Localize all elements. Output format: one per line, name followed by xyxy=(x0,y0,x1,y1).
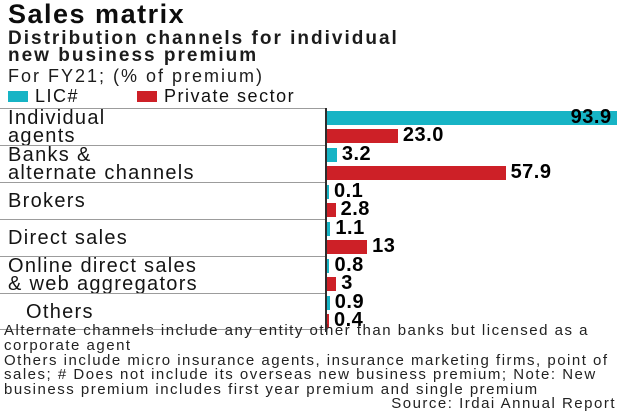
source-credit: Source: Irdai Annual Report xyxy=(385,396,616,412)
value-label: 2.8 xyxy=(340,198,370,220)
bar-lic xyxy=(327,295,330,310)
bar-private xyxy=(327,165,506,180)
bar-group: 0.1 2.8 xyxy=(327,180,620,220)
category-label: Online direct sales & web aggregators xyxy=(0,256,327,294)
legend-label-lic: LIC# xyxy=(35,86,80,106)
subtitle-line-2: new business premium xyxy=(8,44,259,66)
bar-group: 0.9 0.4 xyxy=(327,291,620,331)
value-label: 0.9 xyxy=(334,291,365,313)
footnote-alternate-channels: Alternate channels include any entity ot… xyxy=(4,322,589,354)
bar-group: 1.1 13 xyxy=(327,217,620,257)
value-label: 13 xyxy=(372,235,396,257)
chart-row: Individual agents 93.9 23.0 xyxy=(0,106,620,146)
header: Sales matrix Distribution channels for i… xyxy=(0,0,620,107)
page-title: Sales matrix xyxy=(8,0,186,29)
legend-item-private: Private sector xyxy=(137,86,295,107)
bar-lic xyxy=(327,221,331,236)
bar-group: 3.2 57.9 xyxy=(327,143,620,183)
chart-row: Banks & alternate channels 3.2 57.9 xyxy=(0,143,620,183)
bar-chart: Individual agents 93.9 23.0 Banks & alternate… xyxy=(0,106,620,332)
chart-subtitle: Distribution channels for individual new… xyxy=(8,28,612,66)
chart-row: Others 0.9 0.4 xyxy=(0,291,620,331)
y-axis-line xyxy=(325,108,327,332)
chart-row: Online direct sales & web aggregators 0.8 3 xyxy=(0,254,620,294)
legend-label-private: Private sector xyxy=(164,86,296,106)
value-label: 0.4 xyxy=(334,309,364,331)
category-label: Brokers xyxy=(0,182,327,219)
subtitle-line-1: Distribution channels for individual xyxy=(8,28,399,49)
period-caption: For FY21; (% of premium) xyxy=(8,66,265,86)
category-label: Banks & alternate channels xyxy=(0,145,327,183)
bar-group: 93.9 23.0 xyxy=(327,106,620,146)
category-label: Individual agents xyxy=(0,108,327,146)
value-label: 3 xyxy=(341,272,353,294)
bar-private xyxy=(327,128,398,143)
value-label: 23.0 xyxy=(402,124,444,146)
value-label: 0.8 xyxy=(334,254,364,276)
bar-lic xyxy=(327,147,337,162)
legend-swatch-private-icon xyxy=(137,91,158,102)
footnote-others: Others include micro insurance agents, i… xyxy=(4,351,609,399)
value-label: 0.1 xyxy=(334,180,364,202)
category-label: Direct sales xyxy=(0,219,327,256)
value-label: 1.1 xyxy=(335,217,365,239)
bar-private xyxy=(327,276,337,291)
value-label: 3.2 xyxy=(341,143,372,165)
footer: Alternate channels include any entity ot… xyxy=(0,322,620,413)
category-label: Others xyxy=(0,293,327,330)
legend-swatch-lic-icon xyxy=(8,91,28,102)
bar-lic: 93.9 xyxy=(327,106,617,128)
bar-private xyxy=(327,313,329,328)
bar-private xyxy=(327,202,336,217)
legend-item-lic: LIC# xyxy=(8,86,79,107)
bar-lic xyxy=(327,184,329,199)
chart-row: Direct sales 1.1 13 xyxy=(0,217,620,257)
bar-group: 0.8 3 xyxy=(327,254,620,294)
value-label: 93.9 xyxy=(570,106,612,128)
bar-private xyxy=(327,239,368,254)
value-label: 57.9 xyxy=(510,161,552,183)
bar-lic xyxy=(327,258,330,273)
legend: LIC# Private sector xyxy=(8,86,612,107)
chart-row: Brokers 0.1 2.8 xyxy=(0,180,620,220)
chart-rows: Individual agents 93.9 23.0 Banks & alternate… xyxy=(0,106,620,331)
